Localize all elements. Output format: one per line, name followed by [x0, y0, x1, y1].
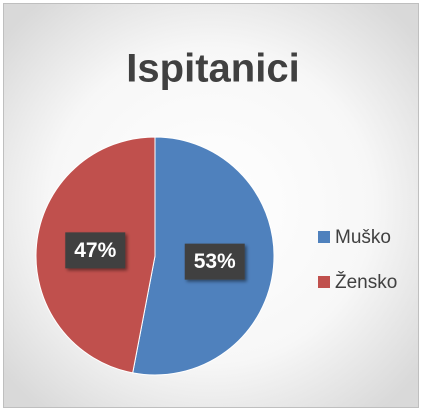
data-label: 53% — [194, 250, 236, 273]
chart-title: Ispitanici — [126, 47, 299, 91]
legend-label: Žensko — [335, 271, 397, 293]
legend-swatch — [318, 231, 330, 243]
data-label: 47% — [74, 239, 116, 262]
legend-label: Muško — [335, 227, 391, 248]
legend-swatch — [318, 276, 330, 288]
data-label-box — [184, 243, 245, 280]
data-label-box — [65, 232, 126, 269]
